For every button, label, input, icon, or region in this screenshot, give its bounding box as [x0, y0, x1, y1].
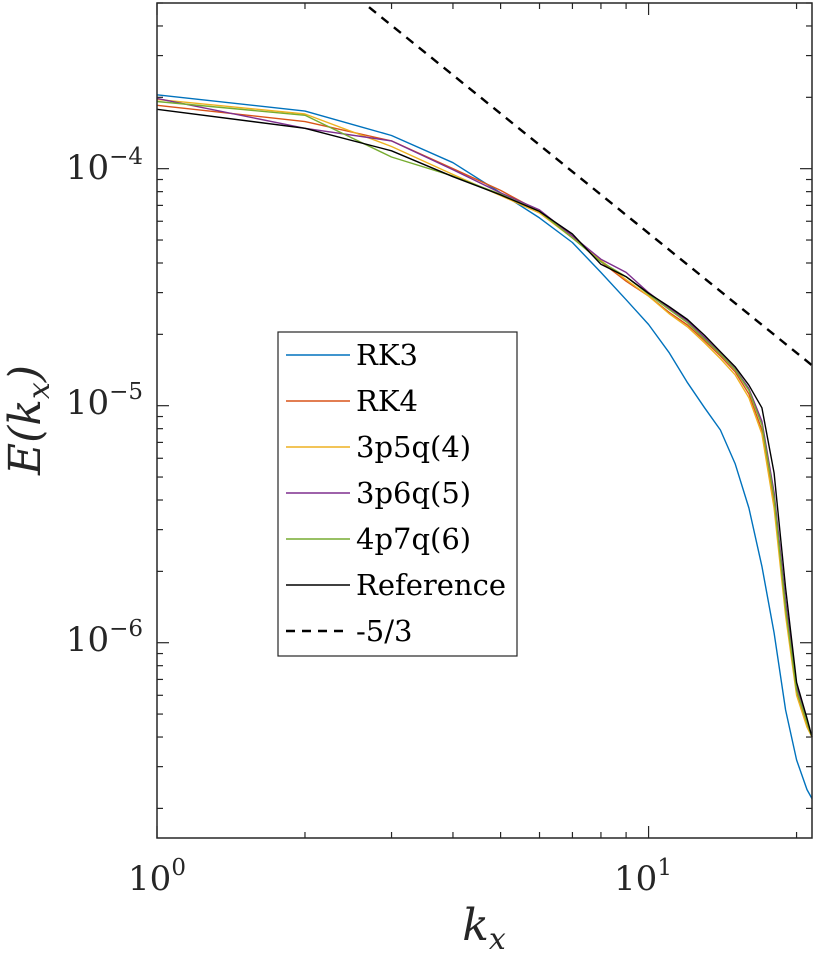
x-axis-label: kx — [462, 900, 506, 955]
legend-entries: RK3 RK4 3p5q(4) 3p6q(5) 4p7q(6) Referenc… — [286, 338, 506, 648]
y-axis-label: E(kx) — [0, 365, 57, 476]
legend-entry: 3p5q(4) — [286, 430, 471, 464]
legend-label-rk3: RK3 — [356, 338, 418, 372]
legend-label-rk4: RK4 — [356, 384, 418, 418]
y-tick-label-1e-4: 10−4 — [66, 144, 143, 188]
y-tick-base: 10 — [66, 148, 109, 188]
x-axis-label-main: k — [462, 900, 489, 951]
legend: RK3 RK4 3p5q(4) 3p6q(5) 4p7q(6) Referenc… — [277, 331, 518, 657]
x-tick-exp: 1 — [657, 855, 672, 881]
y-axis-label-main: E(k — [0, 399, 51, 476]
y-tick-base: 10 — [66, 620, 109, 660]
legend-label-3p6q5: 3p6q(5) — [356, 476, 471, 510]
y-axis-label-close: ) — [0, 365, 51, 383]
svg-text:10−5: 10−5 — [66, 379, 143, 423]
y-tick-exp: −6 — [109, 616, 143, 642]
svg-text:10−4: 10−4 — [66, 144, 143, 188]
series-line-reference — [156, 108, 813, 738]
y-axis-label-sub: x — [22, 382, 57, 399]
x-tick-label-10: 101 — [614, 855, 672, 899]
minor-ticks — [157, 2, 812, 838]
legend-label-4p7q6: 4p7q(6) — [356, 522, 471, 556]
legend-label-reference: Reference — [356, 568, 506, 602]
y-tick-exp: −4 — [109, 144, 143, 170]
y-tick-exp: −5 — [109, 379, 143, 405]
x-axis-label-sub: x — [489, 922, 506, 955]
x-tick-base: 10 — [614, 859, 657, 899]
legend-entry: 3p6q(5) — [286, 476, 471, 510]
legend-entry: Reference — [286, 568, 506, 602]
legend-entry: 4p7q(6) — [286, 522, 471, 556]
plot-frame — [156, 2, 813, 839]
legend-entry: -5/3 — [286, 614, 412, 648]
y-tick-label-1e-5: 10−5 — [66, 379, 143, 423]
y-tick-base: 10 — [66, 383, 109, 423]
legend-box — [277, 331, 518, 657]
x-tick-base: 10 — [128, 859, 171, 899]
x-tick-exp: 0 — [171, 855, 186, 881]
series-layer — [156, 6, 813, 799]
legend-entry: RK3 — [286, 338, 418, 372]
series-line-rk3 — [156, 94, 813, 799]
legend-label-3p5q4: 3p5q(4) — [356, 430, 471, 464]
legend-label-slope: -5/3 — [356, 614, 412, 648]
svg-text:100: 100 — [128, 855, 186, 899]
y-tick-label-1e-6: 10−6 — [66, 616, 143, 660]
legend-entry: RK4 — [286, 384, 418, 418]
x-tick-label-1: 100 — [128, 855, 186, 899]
svg-text:10−6: 10−6 — [66, 616, 143, 660]
svg-text:101: 101 — [614, 855, 672, 899]
